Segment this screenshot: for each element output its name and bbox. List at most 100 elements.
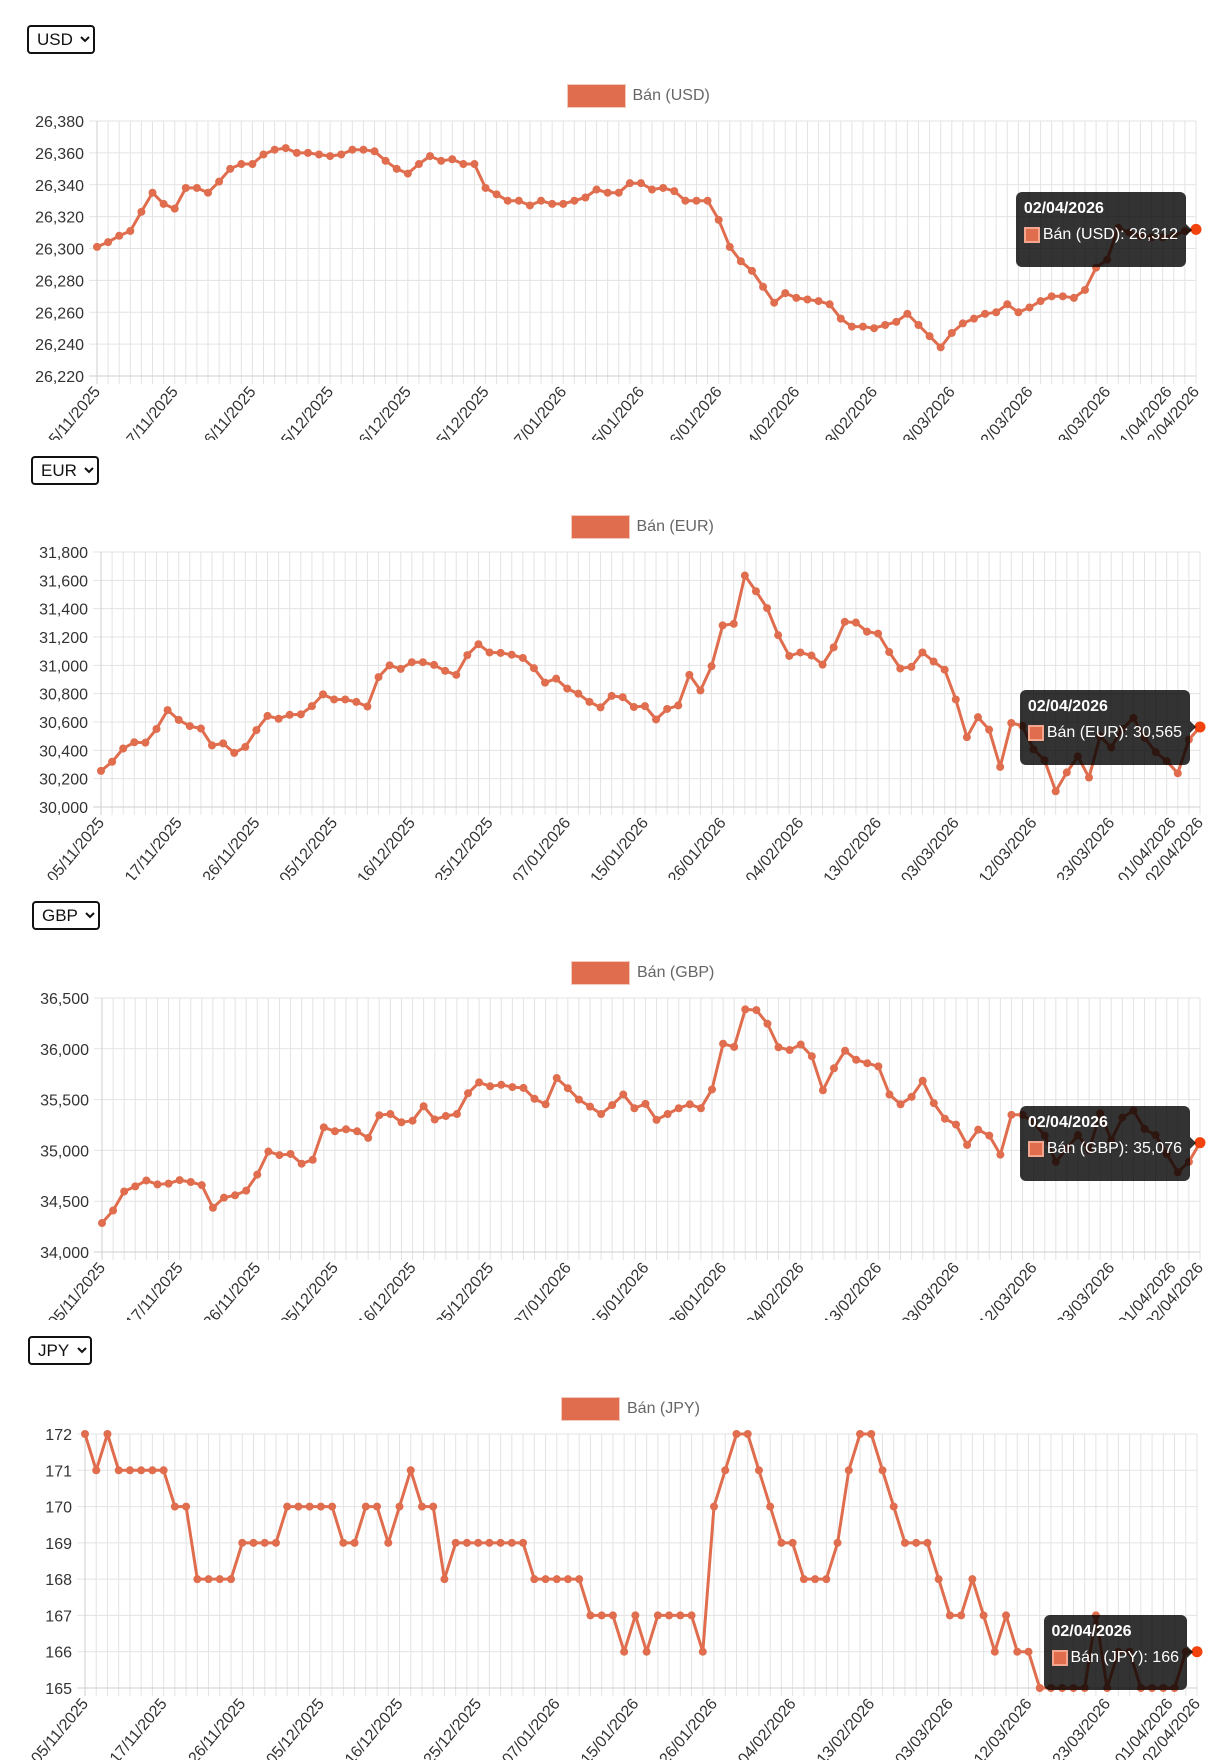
data-point[interactable] bbox=[275, 1151, 284, 1160]
data-point[interactable] bbox=[607, 691, 616, 700]
data-point[interactable] bbox=[319, 1123, 328, 1132]
data-point[interactable] bbox=[414, 160, 423, 169]
data-point[interactable] bbox=[408, 1116, 417, 1125]
data-point[interactable] bbox=[525, 201, 534, 210]
data-point[interactable] bbox=[219, 739, 228, 748]
data-point[interactable] bbox=[687, 1611, 696, 1620]
data-point[interactable] bbox=[648, 185, 657, 194]
data-point[interactable] bbox=[985, 725, 994, 734]
data-point[interactable] bbox=[429, 1502, 438, 1511]
data-point[interactable] bbox=[241, 742, 250, 751]
data-point[interactable] bbox=[863, 1059, 872, 1068]
data-point[interactable] bbox=[363, 702, 372, 711]
data-point[interactable] bbox=[676, 1611, 685, 1620]
data-point[interactable] bbox=[799, 1575, 808, 1584]
data-point[interactable] bbox=[370, 147, 379, 156]
data-point[interactable] bbox=[97, 766, 105, 775]
data-point[interactable] bbox=[231, 1191, 240, 1200]
data-point[interactable] bbox=[120, 1187, 129, 1196]
data-point[interactable] bbox=[718, 621, 727, 630]
data-point[interactable] bbox=[148, 188, 157, 197]
data-point[interactable] bbox=[714, 215, 723, 224]
data-point[interactable] bbox=[192, 183, 201, 192]
data-point[interactable] bbox=[281, 144, 290, 153]
data-point[interactable] bbox=[992, 308, 1001, 317]
active-data-point[interactable] bbox=[1194, 1137, 1206, 1149]
data-point[interactable] bbox=[227, 1575, 236, 1584]
data-point[interactable] bbox=[814, 297, 823, 306]
data-point[interactable] bbox=[990, 1647, 999, 1656]
data-point[interactable] bbox=[185, 722, 194, 731]
data-point[interactable] bbox=[119, 744, 128, 753]
data-point[interactable] bbox=[153, 1180, 162, 1189]
data-point[interactable] bbox=[620, 1647, 629, 1656]
data-point[interactable] bbox=[230, 748, 239, 757]
data-point[interactable] bbox=[130, 738, 139, 747]
data-point[interactable] bbox=[497, 1080, 506, 1089]
data-point[interactable] bbox=[663, 1110, 672, 1119]
data-point[interactable] bbox=[652, 1115, 661, 1124]
data-point[interactable] bbox=[1002, 1611, 1011, 1620]
data-point[interactable] bbox=[981, 309, 990, 318]
data-point[interactable] bbox=[92, 1466, 101, 1475]
data-point[interactable] bbox=[541, 678, 550, 687]
data-point[interactable] bbox=[885, 1090, 894, 1099]
data-point[interactable] bbox=[603, 188, 612, 197]
currency-select-jpy[interactable]: JPY bbox=[28, 1336, 92, 1365]
data-point[interactable] bbox=[900, 1538, 909, 1547]
data-point[interactable] bbox=[474, 1538, 483, 1547]
data-point[interactable] bbox=[741, 1005, 750, 1014]
data-point[interactable] bbox=[374, 673, 383, 682]
data-point[interactable] bbox=[844, 1466, 853, 1475]
data-point[interactable] bbox=[592, 185, 601, 194]
data-point[interactable] bbox=[707, 662, 716, 671]
data-point[interactable] bbox=[441, 666, 450, 675]
data-point[interactable] bbox=[115, 231, 124, 240]
data-point[interactable] bbox=[559, 199, 568, 208]
data-point[interactable] bbox=[307, 702, 316, 711]
data-point[interactable] bbox=[220, 1193, 228, 1202]
data-point[interactable] bbox=[788, 1538, 797, 1547]
data-point[interactable] bbox=[381, 156, 390, 165]
data-point[interactable] bbox=[341, 695, 350, 704]
data-point[interactable] bbox=[503, 196, 512, 205]
data-point[interactable] bbox=[330, 1127, 339, 1136]
data-point[interactable] bbox=[963, 1140, 972, 1149]
data-point[interactable] bbox=[552, 674, 561, 683]
data-point[interactable] bbox=[541, 1575, 550, 1584]
data-point[interactable] bbox=[574, 1095, 583, 1104]
data-point[interactable] bbox=[308, 1155, 317, 1164]
data-point[interactable] bbox=[193, 1575, 202, 1584]
data-point[interactable] bbox=[464, 1089, 472, 1098]
data-point[interactable] bbox=[862, 627, 871, 636]
data-point[interactable] bbox=[259, 150, 268, 159]
data-point[interactable] bbox=[519, 1083, 528, 1092]
data-point[interactable] bbox=[530, 1575, 539, 1584]
data-point[interactable] bbox=[1014, 308, 1023, 317]
data-point[interactable] bbox=[359, 145, 368, 154]
data-point[interactable] bbox=[419, 1102, 428, 1111]
data-point[interactable] bbox=[670, 187, 679, 196]
data-point[interactable] bbox=[597, 1611, 606, 1620]
data-point[interactable] bbox=[342, 1125, 350, 1134]
data-point[interactable] bbox=[574, 689, 583, 698]
data-point[interactable] bbox=[618, 693, 627, 702]
data-point[interactable] bbox=[1069, 293, 1078, 302]
data-point[interactable] bbox=[548, 199, 557, 208]
data-point[interactable] bbox=[785, 651, 794, 660]
data-point[interactable] bbox=[833, 1538, 842, 1547]
data-point[interactable] bbox=[126, 226, 135, 235]
data-point[interactable] bbox=[685, 670, 694, 679]
data-point[interactable] bbox=[781, 289, 790, 298]
data-point[interactable] bbox=[736, 257, 745, 266]
data-point[interactable] bbox=[822, 1575, 831, 1584]
data-point[interactable] bbox=[979, 1611, 988, 1620]
data-point[interactable] bbox=[1007, 1110, 1016, 1119]
data-point[interactable] bbox=[385, 661, 394, 670]
data-point[interactable] bbox=[519, 1538, 528, 1547]
data-point[interactable] bbox=[237, 160, 246, 169]
data-point[interactable] bbox=[996, 762, 1005, 771]
data-point[interactable] bbox=[811, 1575, 820, 1584]
data-point[interactable] bbox=[914, 321, 923, 329]
data-point[interactable] bbox=[462, 1538, 471, 1547]
